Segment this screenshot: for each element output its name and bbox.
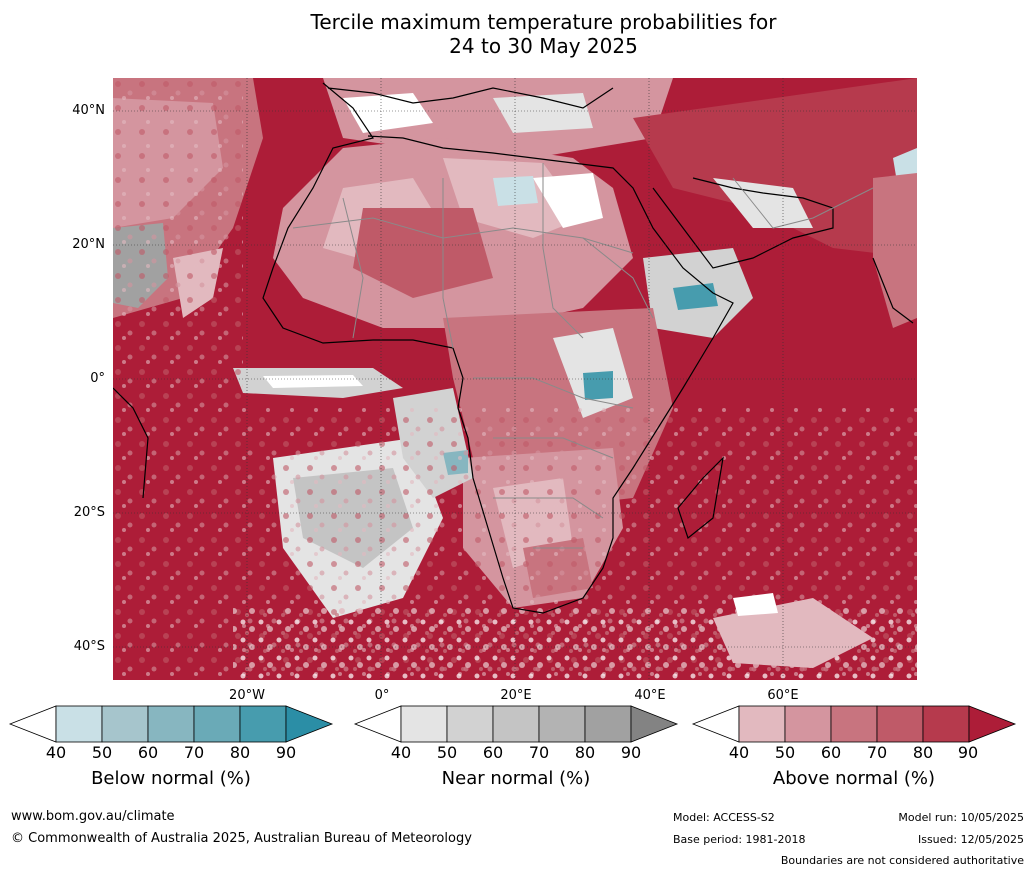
- colorbar-above-seg-5: [922, 705, 970, 743]
- website-link[interactable]: www.bom.gov.au/climate: [11, 809, 175, 824]
- title-line-2: 24 to 30 May 2025: [449, 34, 638, 58]
- egypt-white: [533, 173, 603, 228]
- near-tick-50: 50: [436, 743, 458, 762]
- above-tick-80: 80: [912, 743, 934, 762]
- map-canvas: [113, 78, 917, 680]
- below-tick-90: 90: [275, 743, 297, 762]
- disclaimer-text: Boundaries are not considered authoritat…: [780, 854, 1024, 867]
- title-line-1: Tercile maximum temperature probabilitie…: [310, 10, 777, 34]
- colorbar-below-seg-3: [147, 705, 195, 743]
- colorbar-near-seg-2: [446, 705, 494, 743]
- indian-ocean-south: [713, 598, 873, 668]
- colorbar-above-seg-3: [830, 705, 878, 743]
- base-period-text: Base period: 1981-2018: [673, 833, 806, 846]
- near-normal-title: Near normal (%): [441, 768, 591, 789]
- colorbar-below-normal: [8, 705, 334, 743]
- above-tick-70: 70: [866, 743, 888, 762]
- india-region: [873, 173, 917, 328]
- colorbar-below-seg-4: [193, 705, 241, 743]
- colorbar-above-min-arrow: [691, 705, 740, 743]
- colorbar-near-max-arrow: [630, 705, 679, 743]
- country-borders: [292, 163, 874, 549]
- below-normal-horn: [673, 283, 718, 310]
- copyright-text: © Commonwealth of Australia 2025, Austra…: [11, 831, 472, 846]
- below-normal-patch-n: [493, 176, 538, 206]
- colorbar-below-seg-1: [55, 705, 103, 743]
- colorbar-near-normal: [353, 705, 679, 743]
- europe-patch: [343, 93, 433, 133]
- below-tick-50: 50: [91, 743, 113, 762]
- lat-label-40s: 40°S: [73, 639, 105, 654]
- colorbar-above-svg: [691, 705, 1017, 743]
- below-tick-70: 70: [183, 743, 205, 762]
- above-tick-50: 50: [774, 743, 796, 762]
- indian-white: [733, 593, 778, 616]
- atlantic-speckle: [113, 78, 243, 408]
- colorbar-below-min-arrow: [8, 705, 57, 743]
- lake-victoria-below: [583, 371, 613, 400]
- lat-label-20n: 20°N: [72, 237, 105, 252]
- colorbar-near-seg-5: [584, 705, 632, 743]
- below-tick-40: 40: [45, 743, 67, 762]
- colorbar-below-svg: [8, 705, 334, 743]
- near-tick-40: 40: [390, 743, 412, 762]
- near-tick-80: 80: [574, 743, 596, 762]
- colorbar-near-seg-1: [400, 705, 448, 743]
- issued-text: Issued: 12/05/2025: [917, 833, 1024, 846]
- colorbar-near-min-arrow: [353, 705, 402, 743]
- lat-label-20s: 20°S: [73, 505, 105, 520]
- colorbar-above-normal: [691, 705, 1017, 743]
- colorbar-near-svg: [353, 705, 679, 743]
- near-tick-90: 90: [620, 743, 642, 762]
- colorbar-above-seg-2: [784, 705, 832, 743]
- below-normal-title: Below normal (%): [91, 768, 251, 789]
- chart-title: Tercile maximum temperature probabilitie…: [0, 10, 1035, 58]
- colorbar-below-max-arrow: [285, 705, 334, 743]
- colorbar-below-seg-2: [101, 705, 149, 743]
- near-tick-70: 70: [528, 743, 550, 762]
- balkan-patch: [493, 93, 593, 133]
- below-tick-60: 60: [137, 743, 159, 762]
- arabia-patch: [713, 178, 813, 228]
- lon-label-20w: 20°W: [229, 688, 265, 703]
- coastlines: [113, 82, 914, 614]
- graticule: [113, 78, 917, 680]
- colorbar-above-seg-1: [738, 705, 786, 743]
- above-tick-60: 60: [820, 743, 842, 762]
- lat-label-40n: 40°N: [72, 103, 105, 118]
- lon-label-20e: 20°E: [500, 688, 532, 703]
- sahel-darker: [353, 208, 493, 298]
- above-tick-40: 40: [728, 743, 750, 762]
- above-tick-90: 90: [957, 743, 979, 762]
- model-run-text: Model run: 10/05/2025: [898, 811, 1024, 824]
- colorbar-above-max-arrow: [968, 705, 1017, 743]
- lon-label-60e: 60°E: [767, 688, 799, 703]
- colorbar-below-seg-5: [239, 705, 287, 743]
- above-normal-title: Above normal (%): [772, 768, 936, 789]
- near-tick-60: 60: [482, 743, 504, 762]
- probability-map: [113, 78, 917, 680]
- lon-label-40e: 40°E: [634, 688, 666, 703]
- colorbar-near-seg-3: [492, 705, 540, 743]
- colorbar-above-seg-4: [876, 705, 924, 743]
- model-text: Model: ACCESS-S2: [673, 811, 775, 824]
- colorbar-near-seg-4: [538, 705, 586, 743]
- middle-east-region: [633, 78, 917, 258]
- equator-white: [263, 375, 363, 388]
- lat-label-0: 0°: [90, 371, 105, 386]
- below-tick-80: 80: [229, 743, 251, 762]
- lon-label-0: 0°: [374, 688, 390, 703]
